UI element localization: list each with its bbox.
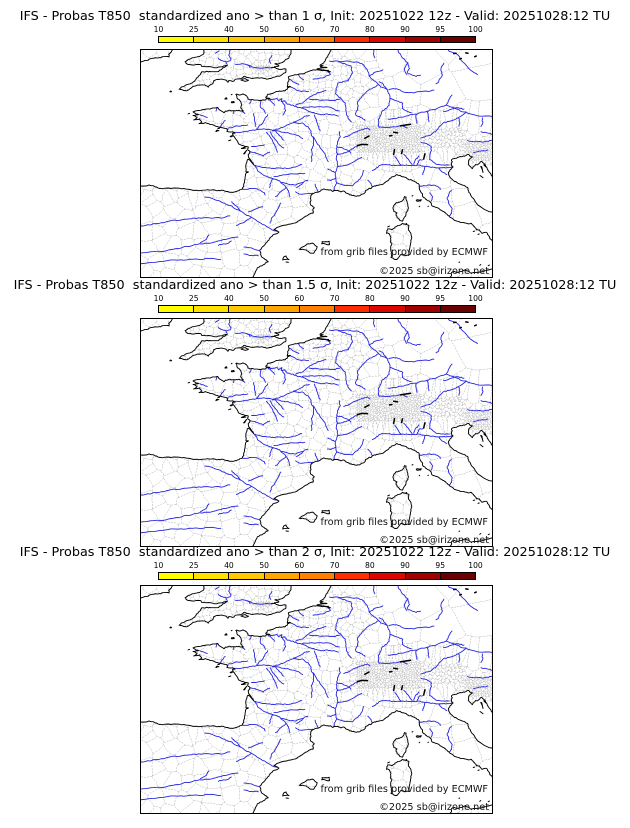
panel-3-credit-ecmwf: from grib files provided by ECMWF: [320, 783, 488, 795]
colorbar-tick-label: 80: [364, 561, 375, 571]
colorbar-tick-label: 80: [364, 294, 375, 304]
panel-3-credit-copyright: ©2025 sb@irizone.net: [379, 802, 489, 813]
colorbar-tick-label: 50: [259, 561, 269, 571]
colorbar-tick-label: 70: [329, 561, 340, 571]
panel-1-colorbar-labels: 10 25 40 50 60 70 80 90 95 100: [0, 25, 630, 35]
colorbar-tick-label: 10: [153, 24, 164, 34]
panel-1-map: from grib files provided by ECMWF ©2025 …: [140, 48, 493, 278]
colorbar-tick-label: 60: [294, 561, 305, 571]
colorbar-segment: [159, 573, 195, 579]
panel-1-title: IFS - Probas T850 standardized ano > tha…: [19, 8, 611, 24]
colorbar-segment: [440, 573, 475, 579]
panel-2-colorbar-labels: 10 25 40 50 60 70 80 90 95 100: [0, 294, 630, 304]
panel-1: IFS - Probas T850 standardized ano > tha…: [0, 0, 630, 278]
colorbar-segment: [194, 36, 230, 42]
panel-1-credit-ecmwf: from grib files provided by ECMWF: [320, 247, 488, 258]
colorbar-tick-label: 25: [188, 561, 199, 571]
panel-2-credit-ecmwf: from grib files provided by ECMWF: [320, 516, 488, 528]
colorbar-segment: [299, 36, 336, 42]
panel-3-colorbar-labels: 10 25 40 50 60 70 80 90 95 100: [0, 561, 630, 571]
colorbar-segment: [194, 573, 230, 579]
colorbar-tick-label: 25: [188, 294, 199, 304]
colorbar-tick-label: 95: [435, 561, 446, 571]
panel-2-colorbar: [158, 305, 476, 313]
colorbar-tick-label: 50: [259, 24, 269, 34]
panel-3: IFS - Probas T850 standardized ano > tha…: [0, 537, 630, 815]
colorbar-segment: [264, 306, 300, 312]
colorbar-segment: [370, 573, 406, 579]
colorbar-segment: [299, 306, 336, 312]
panel-3-map-svg: [141, 586, 492, 813]
panel-2-map-svg: [141, 319, 492, 546]
colorbar-segment: [299, 573, 336, 579]
colorbar-tick-label: 40: [224, 24, 234, 34]
colorbar-segment: [229, 36, 265, 42]
colorbar-segment: [405, 36, 441, 42]
colorbar-segment: [264, 36, 300, 42]
colorbar-tick-label: 40: [224, 294, 234, 304]
panel-3-title: IFS - Probas T850 standardized ano > tha…: [19, 545, 611, 560]
colorbar-tick-label: 90: [400, 294, 410, 304]
colorbar-tick-label: 90: [400, 561, 410, 571]
colorbar-tick-label: 40: [224, 561, 234, 571]
colorbar-tick-label: 25: [188, 24, 199, 34]
panel-2-map: from grib files provided by ECMWF ©2025 …: [140, 318, 493, 547]
colorbar-segment: [159, 306, 195, 312]
colorbar-segment: [405, 573, 441, 579]
panel-1-map-svg: [141, 49, 492, 277]
colorbar-segment: [440, 306, 475, 312]
colorbar-tick-label: 50: [259, 294, 269, 304]
panel-2-title: IFS - Probas T850 standardized ano > tha…: [13, 278, 617, 293]
colorbar-tick-label: 100: [468, 561, 483, 571]
colorbar-segment: [229, 573, 265, 579]
colorbar-tick-label: 100: [468, 24, 483, 34]
colorbar-segment: [335, 306, 371, 312]
panel-2-credit-copyright: ©2025 sb@irizone.net: [379, 535, 489, 546]
colorbar-tick-label: 95: [435, 294, 446, 304]
colorbar-segment: [440, 36, 475, 42]
panel-3-colorbar: [158, 572, 476, 580]
colorbar-tick-label: 90: [400, 24, 410, 34]
colorbar-tick-label: 10: [153, 561, 164, 571]
colorbar-tick-label: 60: [294, 24, 305, 34]
colorbar-tick-label: 70: [329, 294, 340, 304]
colorbar-segment: [335, 36, 371, 42]
colorbar-segment: [370, 306, 406, 312]
colorbar-segment: [194, 306, 230, 312]
colorbar-tick-label: 10: [153, 294, 164, 304]
colorbar-segment: [370, 36, 406, 42]
colorbar-segment: [405, 306, 441, 312]
panel-2: IFS - Probas T850 standardized ano > tha…: [0, 270, 630, 548]
colorbar-segment: [335, 573, 371, 579]
colorbar-segment: [264, 573, 300, 579]
colorbar-tick-label: 100: [468, 294, 483, 304]
panel-3-map: from grib files provided by ECMWF ©2025 …: [140, 585, 493, 814]
panel-1-credit-copyright: ©2025 sb@irizone.net: [379, 265, 489, 277]
colorbar-segment: [159, 36, 195, 42]
colorbar-tick-label: 80: [364, 24, 375, 34]
panel-1-colorbar: [158, 35, 476, 43]
colorbar-tick-label: 95: [435, 24, 446, 34]
colorbar-tick-label: 70: [329, 24, 340, 34]
colorbar-segment: [229, 306, 265, 312]
colorbar-tick-label: 60: [294, 294, 305, 304]
